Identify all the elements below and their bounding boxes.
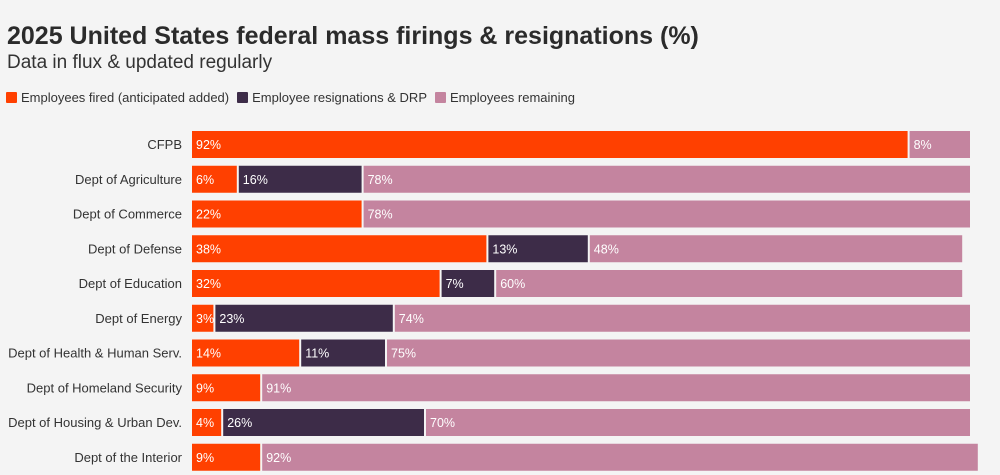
legend-label-fired: Employees fired (anticipated added) <box>21 90 230 105</box>
category-label-dept-of-education: Dept of Education <box>79 276 182 291</box>
value-label-remaining-cfpb: 8% <box>914 138 932 152</box>
value-label-remaining-dept-of-homeland-security: 91% <box>266 381 291 395</box>
bar-remaining-dept-of-housing-urban-dev <box>426 409 970 436</box>
value-label-fired-cfpb: 92% <box>196 138 221 152</box>
chart-subtitle: Data in flux & updated regularly <box>7 52 273 73</box>
bar-fired-dept-of-commerce <box>192 200 362 228</box>
value-label-remaining-dept-of-agriculture: 78% <box>368 173 393 187</box>
bar-fired-dept-of-homeland-security <box>192 374 261 402</box>
value-label-fired-dept-of-the-interior: 9% <box>196 451 214 465</box>
category-label-dept-of-defense: Dept of Defense <box>88 241 182 256</box>
bar-remaining-dept-of-defense <box>589 235 963 263</box>
value-label-fired-dept-of-education: 32% <box>196 277 221 291</box>
bar-remaining-dept-of-the-interior <box>262 443 978 471</box>
value-label-resignations-dept-of-energy: 23% <box>219 312 244 326</box>
category-label-cfpb: CFPB <box>147 137 182 152</box>
legend-label-remaining: Employees remaining <box>449 90 575 105</box>
bar-resignations-dept-of-energy <box>215 304 393 332</box>
bar-remaining-dept-of-agriculture <box>363 165 971 193</box>
chart-title: 2025 United States federal mass firings … <box>7 22 699 50</box>
bar-resignations-dept-of-health-human-serv <box>301 339 385 367</box>
bar-remaining-cfpb <box>909 131 970 158</box>
legend-item-resignations: Employee resignations & DRP <box>237 90 427 105</box>
legend-swatch-fired <box>6 92 17 103</box>
bar-fired-dept-of-agriculture <box>192 165 237 193</box>
value-label-remaining-dept-of-education: 60% <box>500 277 525 291</box>
value-label-fired-dept-of-agriculture: 6% <box>196 173 214 187</box>
bar-fired-dept-of-education <box>192 270 440 297</box>
bar-remaining-dept-of-commerce <box>363 200 971 228</box>
category-label-dept-of-energy: Dept of Energy <box>95 311 182 326</box>
bar-fired-cfpb <box>192 131 908 158</box>
legend-item-fired: Employees fired (anticipated added) <box>6 90 229 105</box>
value-label-resignations-dept-of-agriculture: 16% <box>243 173 268 187</box>
category-label-dept-of-housing-urban-dev: Dept of Housing & Urban Dev. <box>8 415 182 430</box>
value-label-fired-dept-of-health-human-serv: 14% <box>196 347 221 361</box>
bar-fired-dept-of-housing-urban-dev <box>192 409 222 436</box>
value-label-fired-dept-of-energy: 3% <box>196 312 214 326</box>
bar-fired-dept-of-the-interior <box>192 443 261 471</box>
value-label-remaining-dept-of-commerce: 78% <box>368 208 393 222</box>
value-label-resignations-dept-of-education: 7% <box>446 277 464 291</box>
value-label-resignations-dept-of-housing-urban-dev: 26% <box>227 416 252 430</box>
legend-item-remaining: Employees remaining <box>434 90 575 105</box>
legend-swatch-remaining <box>434 92 446 103</box>
bar-fired-dept-of-defense <box>192 235 487 263</box>
bar-remaining-dept-of-energy <box>394 304 970 332</box>
bar-fired-dept-of-energy <box>192 304 214 332</box>
value-label-remaining-dept-of-the-interior: 92% <box>266 451 291 465</box>
bar-resignations-dept-of-agriculture <box>238 165 362 193</box>
bar-resignations-dept-of-education <box>441 270 495 297</box>
value-label-fired-dept-of-housing-urban-dev: 4% <box>196 416 214 430</box>
bar-remaining-dept-of-health-human-serv <box>387 339 970 367</box>
value-label-fired-dept-of-defense: 38% <box>196 242 221 256</box>
legend-label-resignations: Employee resignations & DRP <box>252 90 427 105</box>
legend-swatch-resignations <box>237 92 249 103</box>
bar-remaining-dept-of-homeland-security <box>262 374 970 402</box>
value-label-fired-dept-of-homeland-security: 9% <box>196 381 214 395</box>
bar-resignations-dept-of-housing-urban-dev <box>223 409 424 436</box>
value-label-resignations-dept-of-health-human-serv: 11% <box>305 347 329 361</box>
value-label-fired-dept-of-commerce: 22% <box>196 208 221 222</box>
category-label-dept-of-the-interior: Dept of the Interior <box>74 450 182 465</box>
value-label-remaining-dept-of-energy: 74% <box>399 312 424 326</box>
value-label-remaining-dept-of-defense: 48% <box>594 242 619 256</box>
value-label-remaining-dept-of-housing-urban-dev: 70% <box>430 416 455 430</box>
value-label-remaining-dept-of-health-human-serv: 75% <box>391 347 416 361</box>
bar-fired-dept-of-health-human-serv <box>192 339 300 367</box>
category-label-dept-of-homeland-security: Dept of Homeland Security <box>27 380 183 395</box>
category-label-dept-of-health-human-serv: Dept of Health & Human Serv. <box>8 346 182 361</box>
legend: Employees fired (anticipated added) Empl… <box>6 90 583 105</box>
bar-resignations-dept-of-defense <box>488 235 588 263</box>
bar-remaining-dept-of-education <box>496 270 963 297</box>
value-label-resignations-dept-of-defense: 13% <box>492 242 517 256</box>
category-label-dept-of-commerce: Dept of Commerce <box>73 207 182 222</box>
category-label-dept-of-agriculture: Dept of Agriculture <box>75 172 182 187</box>
